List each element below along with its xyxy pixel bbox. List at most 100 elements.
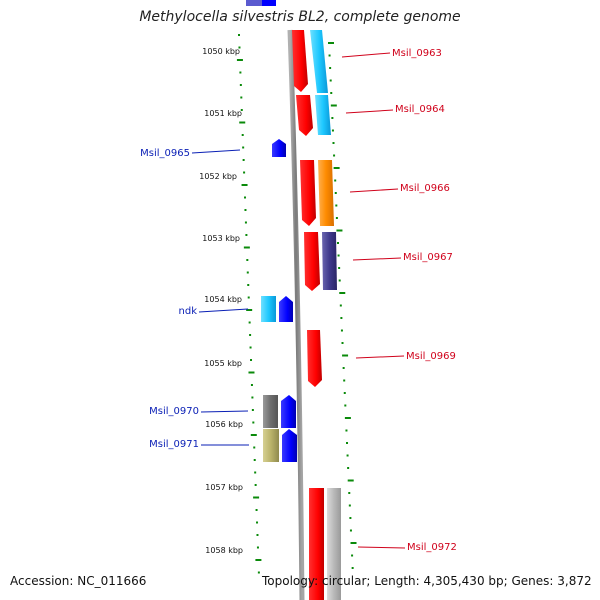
scale-tick-mark	[340, 317, 343, 319]
gene-label: Msil_0963	[392, 48, 442, 59]
scale-tick-mark	[342, 367, 345, 369]
scale-tick-mark	[347, 467, 350, 469]
scale-tick-mark	[249, 346, 252, 349]
summary-text: Topology: circular; Length: 4,305,430 bp…	[262, 574, 592, 588]
tick-label: 1051 kbp	[204, 109, 242, 118]
scale-tick-mark	[251, 409, 254, 411]
scale-tick-mark	[239, 121, 246, 124]
gene-ndk	[279, 296, 293, 322]
scale-tick-mark	[255, 559, 262, 561]
scale-tick-mark	[336, 229, 343, 232]
scale-tick-mark	[344, 417, 351, 419]
gene-label: Msil_0969	[406, 351, 456, 362]
genome-backbone	[287, 29, 305, 600]
scale-tick-mark	[328, 42, 334, 44]
scale-tick-mark	[334, 179, 337, 182]
map-title: Methylocella silvestris BL2, complete ge…	[139, 9, 461, 25]
cog-lightgray-0972	[327, 488, 341, 600]
gene-msil-0965	[272, 139, 286, 157]
scale-tick-mark	[247, 284, 250, 286]
accession-text: Accession: NC_011666	[10, 574, 147, 588]
scale-tick-mark	[332, 142, 335, 144]
scale-tick-mark	[350, 542, 357, 544]
scale-tick-mark	[338, 267, 341, 269]
scale-tick-mark	[242, 159, 245, 161]
scale-tick-mark	[246, 271, 249, 274]
reverse-genes	[261, 139, 297, 462]
scale-tick-mark	[242, 146, 245, 149]
cog-orange-0966	[318, 160, 334, 226]
cog-ring	[310, 30, 341, 600]
scale-tick-mark	[243, 246, 250, 249]
scale-tick-mark	[250, 434, 257, 436]
scale-tick-mark	[241, 134, 244, 136]
scale-tick-mark	[256, 546, 259, 549]
forward-genes	[292, 30, 324, 600]
gene-label: ndk	[179, 306, 198, 317]
scale-tick-mark	[248, 371, 255, 374]
scale-tick-mark	[343, 379, 346, 382]
scale-tick-mark	[245, 234, 248, 236]
scale-tick-mark	[251, 396, 254, 399]
scale-tick-mark	[351, 554, 354, 557]
scale-tick-mark	[246, 259, 249, 261]
cog-cyan-0964	[315, 95, 331, 135]
scale-tick-mark	[345, 429, 348, 432]
scale-tick-mark	[238, 46, 241, 49]
scale-tick-mark	[339, 304, 342, 307]
tick-label: 1057 kbp	[205, 483, 243, 492]
scale-tick-mark	[248, 321, 251, 324]
scale-tick-mark	[349, 529, 352, 532]
scale-tick-mark	[331, 117, 334, 119]
scale-tick-mark	[329, 79, 332, 82]
scale-tick-mark	[351, 567, 354, 569]
gene-label: Msil_0967	[403, 252, 453, 263]
scale-tick-mark	[244, 209, 247, 211]
scale-tick-mark	[236, 59, 243, 61]
scale-tick-mark	[338, 279, 341, 282]
scale-tick-mark	[244, 196, 247, 199]
scale-tick-mark	[343, 392, 346, 394]
scale-tick-mark	[240, 109, 243, 111]
gene-msil-0964	[296, 95, 313, 136]
scale-tick-mark	[348, 504, 351, 507]
scale-tick-mark	[254, 471, 257, 474]
scale-tick-mark	[339, 292, 346, 294]
scale-ticks: 1050 kbp 1051 kbp 1052 kbp 1053 kbp 1054…	[199, 47, 243, 555]
cog-purple-0967	[322, 232, 337, 290]
scale-tick-mark	[256, 521, 259, 524]
scale-tick-mark	[239, 84, 242, 86]
scale-tick-mark	[340, 329, 343, 332]
scale-tick-mark	[341, 342, 344, 344]
scale-tick-mark	[330, 104, 337, 107]
scale-tick-mark	[335, 204, 338, 207]
scale-tick-mark	[250, 384, 253, 386]
tick-label: 1056 kbp	[205, 420, 243, 429]
gene-label: Msil_0971	[149, 439, 199, 450]
scale-tick-mark	[335, 217, 338, 219]
scale-tick-mark	[253, 459, 256, 461]
scale-tick-mark	[253, 446, 256, 449]
scale-tick-mark	[328, 54, 331, 57]
scale-tick-mark	[344, 404, 347, 407]
scale-tick-mark	[337, 242, 340, 244]
gene-label: Msil_0964	[395, 104, 445, 115]
scale-tick-mark	[247, 296, 250, 299]
scale-tick-mark	[329, 67, 332, 69]
gene-label: Msil_0965	[140, 148, 190, 159]
scale-tick-mark	[254, 484, 257, 486]
scale-tick-mark	[346, 454, 349, 457]
scale-tick-mark	[253, 496, 260, 499]
scale-tick-mark	[238, 34, 240, 36]
gene-msil-0969	[307, 330, 322, 387]
scale-tick-mark	[256, 534, 259, 536]
scale-tick-mark	[333, 167, 340, 169]
cog-cyan-0963	[310, 30, 328, 93]
tick-label: 1050 kbp	[202, 47, 240, 56]
scale-tick-mark	[349, 517, 352, 519]
tick-label: 1058 kbp	[205, 546, 243, 555]
tick-label: 1052 kbp	[199, 172, 237, 181]
gene-msil-0966	[300, 160, 316, 226]
gene-labels-left: Msil_0965 ndk Msil_0970 Msil_0971	[140, 148, 249, 450]
